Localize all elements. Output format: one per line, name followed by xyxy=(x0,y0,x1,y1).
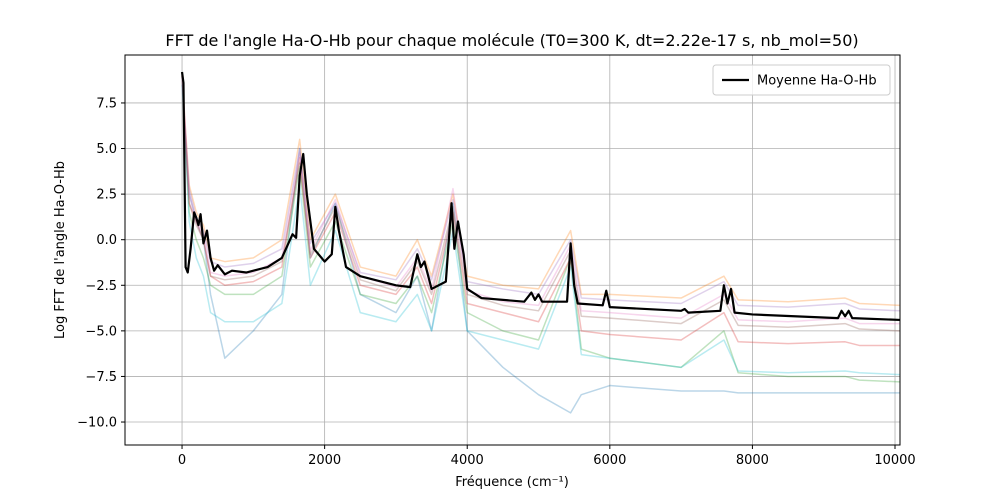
molecule-line xyxy=(181,75,900,347)
mean-line xyxy=(180,71,900,322)
x-tick-label: 0 xyxy=(178,453,186,468)
y-tick-label: −2.5 xyxy=(85,279,117,294)
grid xyxy=(125,55,900,445)
y-axis-label: Log FFT de l'angle Ha-O-Hb xyxy=(53,161,68,339)
molecule-line xyxy=(181,75,900,332)
y-tick-label: 0.0 xyxy=(96,233,117,248)
x-tick-label: 10000 xyxy=(874,453,915,468)
molecule-line xyxy=(181,75,900,376)
x-axis-label: Fréquence (cm⁻¹) xyxy=(455,475,569,490)
legend: Moyenne Ha-O-Hb xyxy=(712,64,891,96)
x-tick-label: 8000 xyxy=(736,453,769,468)
molecule-line xyxy=(181,71,900,383)
legend-label: Moyenne Ha-O-Hb xyxy=(757,74,877,89)
chart-title: FFT de l'angle Ha-O-Hb pour chaque moléc… xyxy=(165,31,858,51)
molecule-line xyxy=(181,75,900,312)
y-tick-label: −7.5 xyxy=(85,370,117,385)
ticks: 0 2000 4000 6000 8000 10000 −10.0 −7.5 −5.0 −2.5 0… xyxy=(77,96,916,468)
y-tick-label: 5.0 xyxy=(96,142,117,157)
plot-lines xyxy=(180,71,900,414)
molecule-line xyxy=(181,84,900,414)
y-tick-label: 2.5 xyxy=(96,188,117,203)
molecule-line xyxy=(181,75,900,307)
plot-frame xyxy=(124,54,901,446)
y-tick-label: −10.0 xyxy=(77,416,117,431)
y-tick-label: 7.5 xyxy=(96,96,117,111)
legend-box xyxy=(712,64,891,96)
y-tick-label: −5.0 xyxy=(85,324,117,339)
x-tick-label: 2000 xyxy=(308,453,341,468)
x-tick-label: 4000 xyxy=(451,453,484,468)
x-tick-label: 6000 xyxy=(593,453,626,468)
